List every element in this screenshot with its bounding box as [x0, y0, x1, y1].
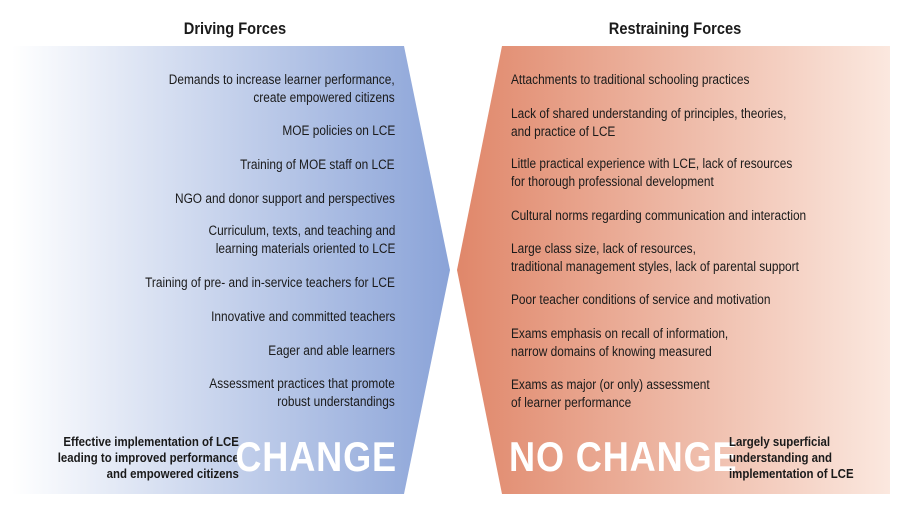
change-label: CHANGE: [235, 433, 397, 480]
restraining-force-item: Little practical experience with LCE, la…: [511, 156, 793, 189]
restraining-force-item: Cultural norms regarding communication a…: [511, 208, 807, 223]
restraining-force-item: Attachments to traditional schooling pra…: [511, 72, 750, 87]
restraining-force-item: Poor teacher conditions of service and m…: [511, 292, 771, 307]
driving-force-item: NGO and donor support and perspectives: [175, 191, 395, 206]
driving-force-item: MOE policies on LCE: [282, 123, 395, 138]
no-change-outcome-text: Largely superficial understanding and im…: [729, 434, 854, 481]
restraining-force-item: Exams emphasis on recall of information,…: [511, 326, 729, 359]
no-change-label: NO CHANGE: [509, 433, 738, 480]
driving-forces-shape: [12, 46, 450, 494]
driving-force-item: Demands to increase learner performance,…: [169, 72, 395, 105]
driving-force-item: Innovative and committed teachers: [210, 309, 395, 324]
driving-force-item: Eager and able learners: [268, 343, 395, 358]
change-outcome-text: Effective implementation of LCE leading …: [57, 434, 239, 481]
restraining-force-item: Exams as major (or only) assessment of l…: [511, 377, 710, 410]
driving-force-item: Assessment practices that promote robust…: [209, 376, 395, 409]
restraining-force-item: Large class size, lack of resources, tra…: [511, 241, 799, 274]
driving-forces-heading: Driving Forces: [183, 19, 287, 38]
driving-force-item: Training of pre- and in-service teachers…: [145, 275, 395, 290]
driving-force-item: Curriculum, texts, and teaching and lear…: [208, 223, 395, 256]
restraining-force-item: Lack of shared understanding of principl…: [511, 106, 787, 139]
restraining-forces-shape: [457, 46, 890, 494]
restraining-forces-heading: Restraining Forces: [608, 19, 742, 38]
driving-force-item: Training of MOE staff on LCE: [240, 157, 395, 172]
